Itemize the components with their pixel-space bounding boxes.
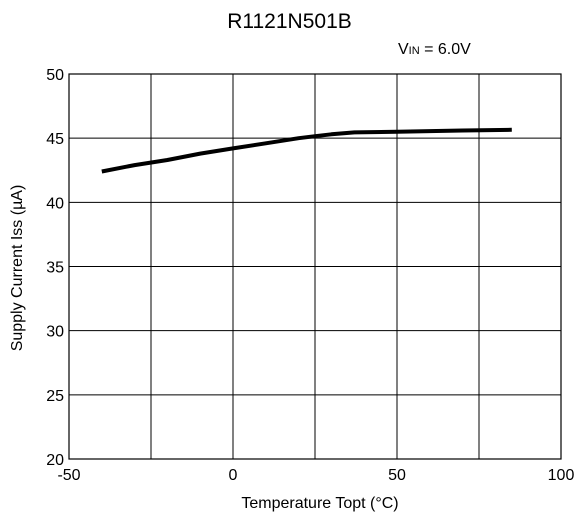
x-tick-label: 100: [548, 467, 575, 484]
condition-label: VIN = 6.0V: [398, 41, 471, 59]
chart-title: R1121N501B: [227, 10, 352, 33]
y-axis-label: Supply Current Iss (µA): [9, 184, 26, 352]
y-tick-label: 45: [46, 131, 64, 148]
condition-value: = 6.0V: [419, 41, 471, 58]
plot-frame: [68, 73, 562, 460]
x-tick-label: 0: [229, 467, 238, 484]
series-group: [101, 127, 512, 174]
y-tick-label: 20: [46, 452, 64, 469]
tick-labels: -50 0 50 100 20 25 30 35 40 45 50: [46, 67, 574, 484]
y-tick-label: 50: [46, 67, 64, 84]
y-tick-label: 40: [46, 195, 64, 212]
condition-subscript: IN: [408, 45, 420, 57]
x-tick-label: 50: [388, 467, 406, 484]
x-tick-label: -50: [57, 467, 80, 484]
x-axis-label: Temperature Topt (°C): [241, 495, 399, 512]
y-tick-label: 30: [46, 324, 64, 341]
y-tick-label: 35: [46, 260, 64, 277]
y-tick-label: 25: [46, 388, 64, 405]
condition-symbol: V: [398, 41, 409, 58]
series-line: [101, 127, 512, 174]
